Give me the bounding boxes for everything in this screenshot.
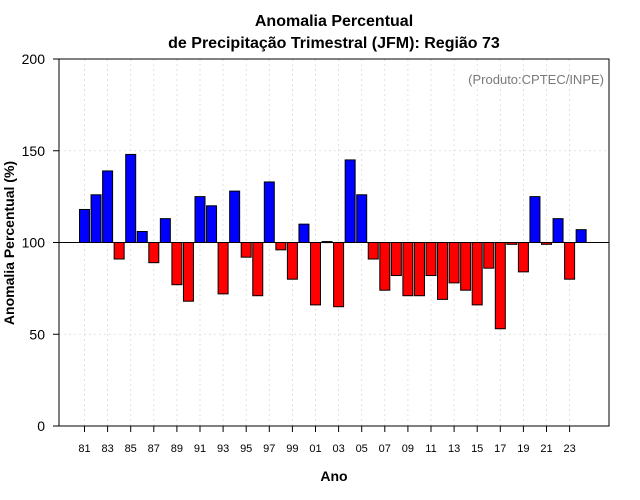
x-axis-ticks: 81 83 85 87 89 91 93 95 97 99 01 03 05 07 09 11 13 15 17 19… [78, 426, 576, 455]
bar-11 [425, 242, 437, 277]
x-tick-label: 93 [217, 443, 229, 455]
x-tick-label: 81 [78, 443, 90, 455]
bar-82 [90, 194, 102, 243]
bar-93 [217, 242, 229, 295]
x-tick-label: 05 [356, 443, 368, 455]
bar-85 [125, 153, 137, 243]
x-tick-label: 15 [471, 443, 483, 455]
y-tick-label: 100 [22, 235, 46, 251]
chart-subtitle: de Precipitação Trimestral (JFM): Região… [168, 35, 500, 52]
y-tick-label: 150 [22, 143, 46, 159]
bar-06 [367, 242, 379, 260]
x-tick-label: 95 [240, 443, 252, 455]
x-tick-label: 97 [263, 443, 275, 455]
bar-92 [206, 205, 218, 244]
y-tick-label: 0 [37, 418, 45, 434]
x-tick-label: 23 [563, 443, 575, 455]
x-tick-label: 13 [448, 443, 460, 455]
bar-07 [379, 242, 391, 291]
bar-97 [263, 181, 275, 244]
bar-99 [286, 242, 298, 280]
bar-15 [471, 242, 483, 306]
bar-81 [79, 208, 90, 243]
bar-24 [575, 229, 587, 243]
bar-90 [182, 242, 194, 302]
bar-14 [460, 242, 472, 291]
y-axis-label: Anomalia Percentual (%) [1, 161, 17, 325]
bar-22 [552, 218, 564, 244]
x-tick-label: 01 [309, 443, 321, 455]
y-tick-label: 200 [22, 51, 46, 67]
bar-08 [390, 242, 402, 277]
bar-86 [136, 230, 148, 244]
x-tick-label: 03 [332, 443, 344, 455]
bars-group [79, 153, 587, 330]
bar-01 [310, 242, 321, 306]
x-tick-label: 89 [171, 443, 183, 455]
bar-10 [413, 242, 425, 297]
credit-text: (Produto:CPTEC/INPE) [468, 72, 604, 87]
bar-00 [298, 223, 310, 243]
x-tick-label: 87 [148, 443, 160, 455]
bar-95 [240, 242, 252, 258]
bar-09 [402, 242, 414, 297]
y-tick-label: 50 [29, 326, 45, 342]
bar-13 [448, 242, 460, 284]
bar-12 [437, 242, 449, 300]
bar-88 [159, 218, 171, 244]
x-tick-label: 21 [540, 443, 552, 455]
bar-03 [333, 242, 345, 308]
bar-19 [517, 242, 529, 273]
y-axis-ticks: 0 50 100 150 200 [22, 51, 59, 434]
x-axis-label: Ano [320, 468, 347, 484]
bar-23 [564, 242, 576, 280]
bar-89 [171, 242, 183, 286]
bar-83 [102, 170, 114, 243]
x-tick-label: 91 [194, 443, 206, 455]
bar-84 [113, 242, 125, 260]
bar-87 [148, 242, 160, 264]
bar-20 [529, 196, 541, 243]
bar-16 [483, 242, 495, 269]
bar-94 [229, 190, 241, 243]
chart-title: Anomalia Percentual [255, 13, 413, 30]
bar-98 [275, 242, 287, 251]
x-tick-label: 85 [125, 443, 137, 455]
x-tick-label: 17 [494, 443, 506, 455]
x-tick-label: 07 [379, 443, 391, 455]
x-tick-label: 09 [402, 443, 414, 455]
x-tick-label: 83 [101, 443, 113, 455]
bar-96 [252, 242, 264, 297]
x-tick-label: 11 [425, 443, 436, 455]
bar-91 [194, 196, 206, 243]
x-tick-label: 19 [517, 443, 529, 455]
bar-17 [494, 242, 506, 330]
bar-05 [356, 194, 368, 243]
grid-lines [59, 58, 609, 427]
bar-04 [344, 159, 356, 243]
x-tick-label: 99 [286, 443, 298, 455]
